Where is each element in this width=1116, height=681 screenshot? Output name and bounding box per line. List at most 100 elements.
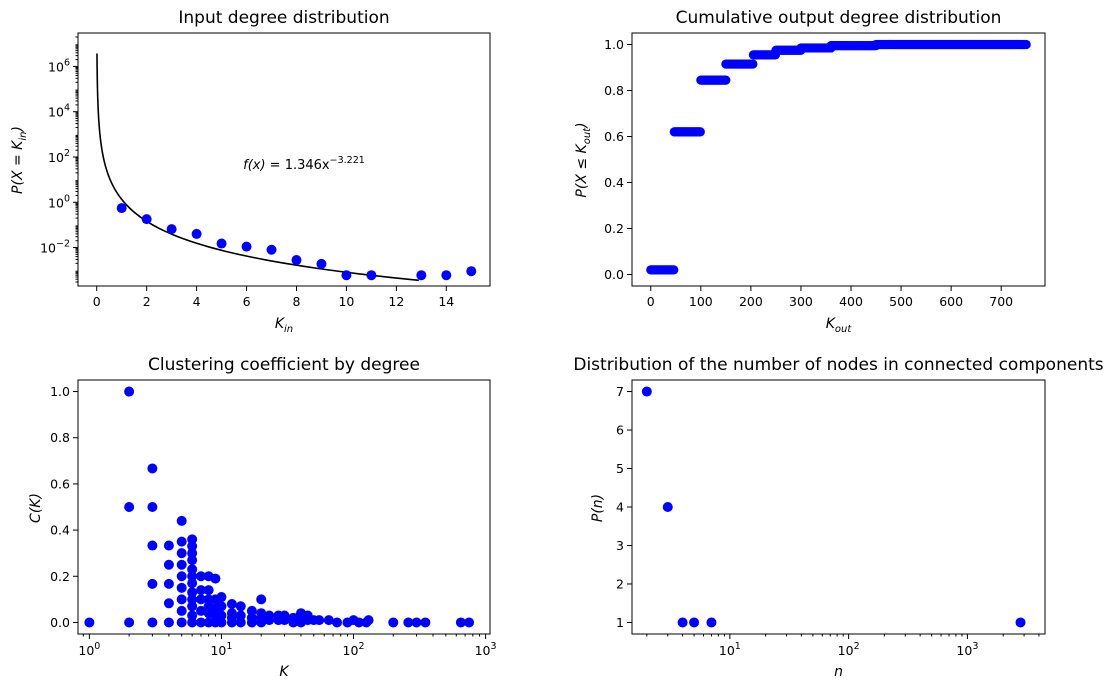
chart-title: Cumulative output degree distribution	[676, 8, 1002, 28]
y-tick-label: 102	[48, 148, 70, 165]
data-point	[246, 617, 257, 628]
data-point	[706, 617, 717, 628]
data-point	[279, 615, 290, 626]
x-tick-label: 10	[338, 294, 354, 309]
data-point	[246, 605, 257, 616]
data-point	[176, 617, 187, 628]
x-axis-label: n	[834, 664, 843, 680]
data-point	[403, 617, 414, 628]
y-axis-label: P(n)	[590, 494, 606, 522]
data-point	[235, 610, 246, 621]
data-point	[147, 578, 158, 589]
data-point	[187, 610, 198, 621]
x-tick-label: 6	[243, 294, 251, 309]
data-point	[669, 265, 679, 275]
data-point	[363, 615, 374, 626]
subplot-in: Input degree distribution 0 2 4 6 8 10 12 14 10−2…	[10, 8, 491, 335]
y-tick-label: 0.8	[50, 430, 70, 445]
plot-frame	[77, 379, 491, 635]
x-axis-label: K	[279, 664, 290, 680]
data-point	[689, 617, 700, 628]
x-tick-label: 103	[956, 641, 978, 658]
y-tick-label: 0.2	[604, 221, 624, 236]
data-point	[187, 594, 198, 605]
data-point	[187, 548, 198, 559]
y-tick-label: 0.8	[604, 83, 624, 98]
data-point	[187, 564, 198, 575]
data-point	[147, 617, 158, 628]
data-point	[176, 582, 187, 593]
data-point	[163, 559, 174, 570]
data-point	[187, 587, 198, 598]
x-tick-label: 600	[939, 294, 963, 309]
fit-curve	[96, 53, 419, 282]
data-point	[124, 502, 135, 512]
data-point	[216, 238, 227, 249]
data-point	[176, 515, 187, 526]
data-point	[147, 540, 158, 551]
data-point	[176, 559, 187, 570]
y-axis-label: C(K)	[28, 493, 44, 523]
x-tick-label: 8	[293, 294, 301, 309]
y-tick-label: 5	[616, 461, 624, 476]
data-point	[187, 578, 198, 589]
x-tick-label: 102	[343, 641, 365, 658]
data-point	[1015, 617, 1026, 628]
x-tick-label: 200	[739, 294, 763, 309]
plot-frame	[631, 379, 1046, 635]
subplot-out: Cumulative output degree distribution 0 10…	[574, 8, 1046, 335]
data-point	[266, 244, 277, 255]
data-point	[166, 224, 177, 235]
data-point	[641, 386, 652, 397]
chart-title: Clustering coefficient by degree	[148, 355, 420, 375]
x-tick-label: 102	[838, 641, 860, 658]
data-point	[147, 502, 158, 512]
y-tick-label: 7	[616, 384, 624, 399]
y-tick-label: 0.6	[604, 129, 624, 144]
data-point	[216, 610, 227, 621]
x-tick-label: 12	[388, 294, 404, 309]
data-point	[216, 601, 227, 612]
data-point	[147, 463, 158, 474]
data-point	[176, 594, 187, 605]
data-point	[388, 617, 399, 628]
data-point	[455, 617, 466, 628]
x-tick-label: 100	[689, 294, 713, 309]
data-point	[748, 59, 758, 69]
y-tick-label: 0.4	[50, 523, 70, 538]
data-point	[264, 615, 275, 626]
y-tick-label: 10−2	[40, 239, 70, 256]
x-axis-label: Kin	[275, 316, 293, 335]
x-tick-label: 101	[719, 641, 741, 658]
data-point	[176, 571, 187, 582]
subplot-comp: Distribution of the number of nodes in c…	[573, 355, 1103, 680]
data-point	[226, 598, 237, 609]
data-point	[216, 617, 227, 628]
data-point	[210, 573, 221, 584]
y-tick-label: 0.4	[604, 175, 624, 190]
y-tick-label: 4	[616, 500, 624, 515]
data-point	[662, 502, 673, 512]
data-point	[187, 571, 198, 582]
y-tick-label: 1.0	[50, 384, 70, 399]
data-point	[187, 541, 198, 552]
y-tick-label: 3	[616, 538, 624, 553]
data-point	[187, 601, 198, 612]
plot-frame	[631, 32, 1046, 287]
data-point	[84, 617, 95, 628]
data-point	[677, 617, 688, 628]
data-point	[195, 585, 206, 596]
data-point	[256, 617, 267, 628]
y-tick-label: 0.0	[604, 267, 624, 282]
data-point	[176, 605, 187, 616]
data-point	[187, 555, 198, 566]
data-point	[163, 598, 174, 609]
x-tick-label: 0	[647, 294, 655, 309]
x-axis-label: Kout	[826, 316, 853, 335]
data-point	[226, 617, 237, 628]
data-point	[124, 386, 135, 397]
data-point	[187, 617, 198, 628]
x-tick-label: 4	[193, 294, 201, 309]
data-point	[721, 75, 731, 85]
data-point	[163, 540, 174, 551]
